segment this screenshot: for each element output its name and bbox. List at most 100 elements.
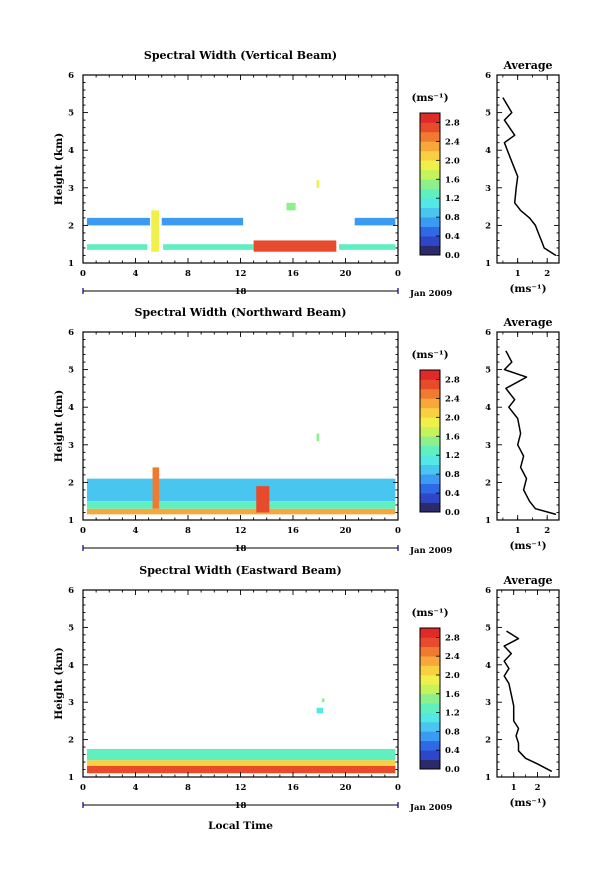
- profile-y-tick-label: 6: [485, 328, 491, 338]
- colorbar-segment: [420, 217, 440, 227]
- profile-x-tick-label: 2: [535, 783, 541, 793]
- colorbar-segment: [420, 122, 440, 133]
- x-tick-label: 4: [133, 269, 139, 279]
- colorbar-tick-label: 2.8: [445, 633, 460, 643]
- data-cell: [151, 210, 160, 252]
- x-tick-label: 0: [395, 269, 401, 279]
- profile-title: Average: [502, 574, 552, 587]
- colorbar-frame: [419, 112, 441, 256]
- colorbar-segment: [420, 169, 440, 180]
- colorbar-tick-label: 1.2: [445, 451, 460, 461]
- colorbar-segment: [420, 426, 440, 437]
- profile-y-tick-label: 1: [485, 773, 491, 783]
- data-cell: [86, 478, 396, 502]
- profile-y-tick-label: 6: [485, 586, 491, 596]
- colorbar-segment: [420, 646, 440, 657]
- y-tick-label: 6: [68, 71, 74, 81]
- profile-unit: (ms⁻¹): [509, 283, 546, 295]
- colorbar-tick-label: 2.0: [445, 671, 460, 681]
- colorbar-tick-label: 1.6: [445, 432, 460, 442]
- colorbar-tick-label: 1.6: [445, 175, 460, 185]
- colorbar-tick-label: 2.4: [445, 137, 460, 147]
- data-cell: [86, 244, 148, 250]
- profile-title: Average: [502, 316, 552, 329]
- colorbar-tick-label: 2.8: [445, 375, 460, 385]
- data-cell: [321, 698, 325, 703]
- y-tick-label: 4: [68, 146, 74, 156]
- data-cell: [253, 240, 337, 252]
- y-tick-label: 1: [68, 773, 74, 783]
- colorbar-segment: [420, 398, 440, 409]
- colorbar-tick-label: 2.8: [445, 118, 460, 128]
- colorbar-segment: [420, 179, 440, 190]
- colorbar-segment: [420, 493, 440, 503]
- profile-frame: [496, 74, 560, 264]
- y-tick-label: 1: [68, 259, 74, 269]
- colorbar-segment: [420, 236, 440, 246]
- date-label: Jan 2009: [409, 546, 452, 556]
- colorbar-tick-label: 2.4: [445, 652, 460, 662]
- colorbar-tick-label: 0.0: [445, 508, 460, 518]
- colorbar-segment: [420, 445, 440, 456]
- date-label: Jan 2009: [409, 289, 452, 299]
- colorbar-tick-label: 0.8: [445, 470, 460, 480]
- profile-frame: [496, 331, 560, 521]
- y-tick-label: 2: [68, 478, 74, 488]
- x-tick-label: 0: [80, 269, 86, 279]
- colorbar-segment: [420, 750, 440, 760]
- profile-y-tick-label: 3: [485, 441, 491, 451]
- colorbar-segment: [420, 464, 440, 475]
- colorbar-segment: [420, 160, 440, 171]
- colorbar-tick-label: 2.0: [445, 413, 460, 423]
- profile-line: [502, 97, 557, 257]
- colorbar-segment: [420, 731, 440, 742]
- x-tick-label: 0: [395, 783, 401, 793]
- colorbar-segment: [420, 675, 440, 685]
- y-tick-label: 2: [68, 736, 74, 746]
- profile-y-tick-label: 2: [485, 478, 491, 488]
- profile-y-tick-label: 2: [485, 221, 491, 231]
- colorbar-segment: [420, 113, 440, 123]
- x-tick-label: 8: [185, 269, 191, 279]
- colorbar-tick-label: 0.4: [445, 746, 460, 756]
- colorbar-segment: [420, 703, 440, 713]
- profile-y-tick-label: 1: [485, 516, 491, 526]
- x-tick-label: 16: [287, 783, 299, 793]
- colorbar-tick-label: 0.4: [445, 232, 460, 242]
- chart-title: Spectral Width (Northward Beam): [135, 306, 347, 319]
- data-cell: [286, 202, 296, 211]
- colorbar-segment: [420, 722, 440, 732]
- x-tick-label: 12: [235, 526, 247, 536]
- data-cell: [256, 486, 270, 513]
- x-tick-label: 4: [133, 526, 139, 536]
- profile-frame: [496, 589, 560, 778]
- colorbar-segment: [420, 407, 440, 418]
- colorbar-segment: [420, 188, 440, 199]
- colorbar-segment: [420, 712, 440, 723]
- colorbar-segment: [420, 379, 440, 390]
- colorbar-segment: [420, 628, 440, 638]
- profile-y-tick-label: 2: [485, 736, 491, 746]
- profile-line: [503, 630, 553, 773]
- colorbar-segment: [420, 637, 440, 648]
- profile-x-tick-label: 1: [515, 526, 521, 536]
- data-cell: [86, 765, 396, 774]
- data-cell: [86, 760, 396, 766]
- colorbar-segment: [420, 693, 440, 704]
- day-label: 18: [235, 801, 247, 811]
- y-tick-label: 3: [68, 184, 74, 194]
- colorbar-tick-label: 1.2: [445, 194, 460, 204]
- colorbar-segment: [420, 150, 440, 161]
- colorbar-unit: (ms⁻¹): [411, 607, 448, 619]
- colorbar-tick-label: 0.0: [445, 251, 460, 261]
- colorbar-segment: [420, 483, 440, 494]
- x-tick-label: 12: [235, 783, 247, 793]
- profile-y-tick-label: 1: [485, 259, 491, 269]
- colorbar-segment: [420, 740, 440, 751]
- colorbar-tick-label: 0.8: [445, 213, 460, 223]
- colorbar-unit: (ms⁻¹): [411, 349, 448, 361]
- y-tick-label: 3: [68, 441, 74, 451]
- colorbar-tick-label: 1.2: [445, 709, 460, 719]
- data-cell: [86, 748, 396, 761]
- colorbar-segment: [420, 245, 440, 256]
